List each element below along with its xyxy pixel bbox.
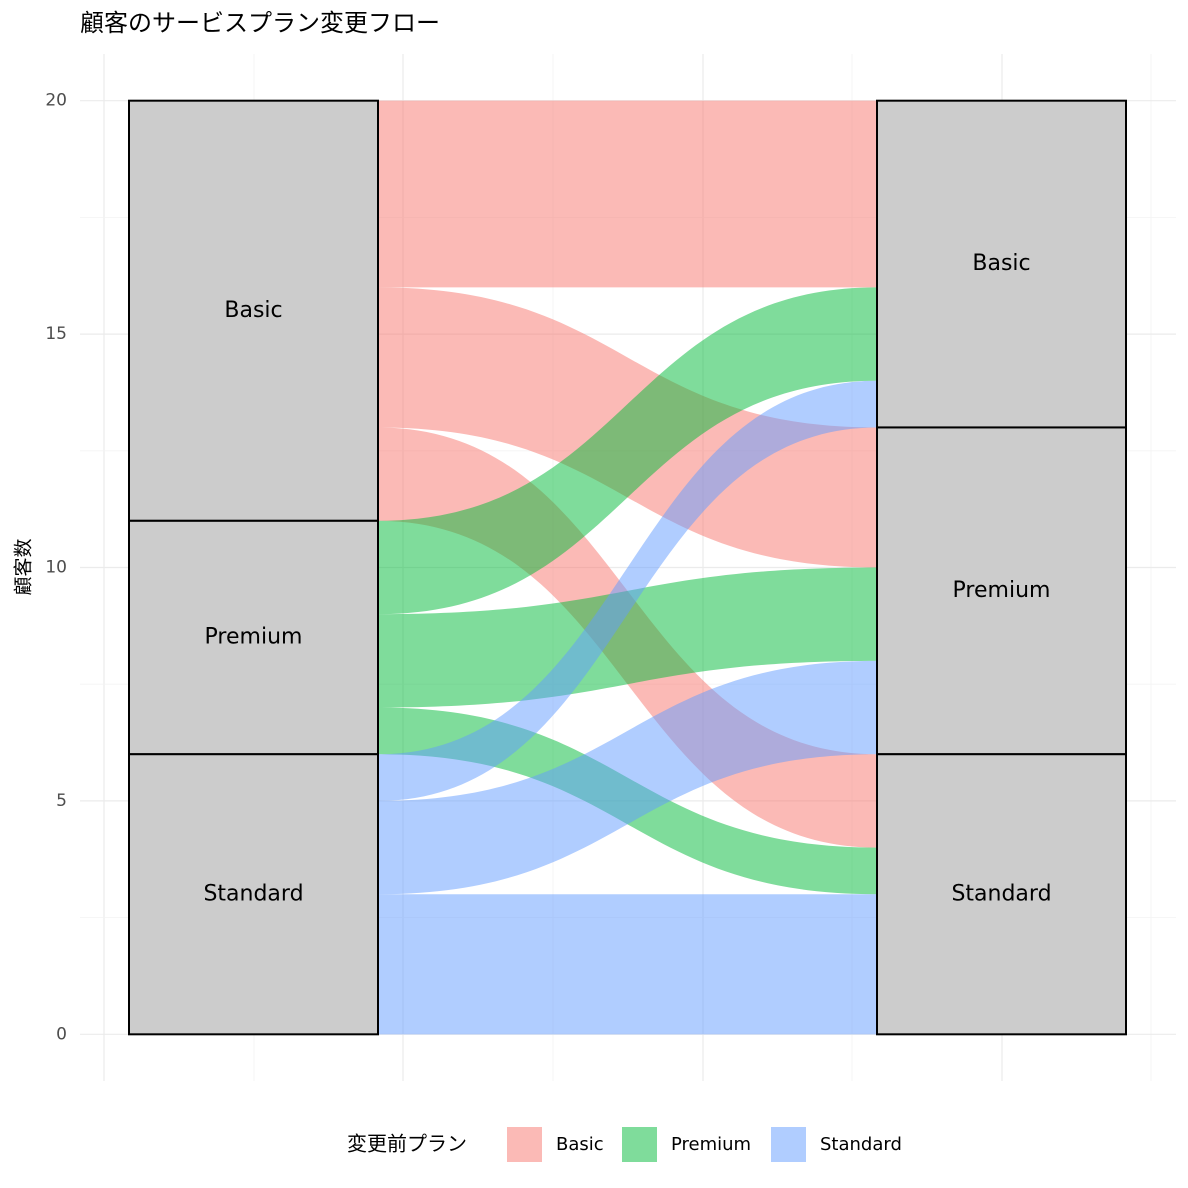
stratum bbox=[128, 519, 379, 756]
legend-key bbox=[622, 1127, 657, 1162]
y-axis-label: 顧客数 bbox=[13, 538, 35, 595]
stratum-label: Standard bbox=[203, 881, 303, 906]
y-tick-label: 5 bbox=[56, 791, 67, 811]
stratum bbox=[128, 753, 379, 1036]
legend-label: Standard bbox=[820, 1134, 902, 1155]
legend-title: 変更前プラン bbox=[347, 1132, 467, 1156]
stratum-label: Premium bbox=[953, 578, 1051, 603]
legend-label: Premium bbox=[671, 1134, 751, 1155]
stratum-label: Premium bbox=[205, 625, 303, 650]
chart-title: 顧客のサービスプラン変更フロー bbox=[80, 9, 440, 37]
stratum-label: Basic bbox=[972, 251, 1030, 276]
y-tick-label: 20 bbox=[45, 91, 67, 111]
legend-label: Basic bbox=[556, 1134, 604, 1155]
flow bbox=[378, 567, 877, 708]
stratum-label: Basic bbox=[224, 298, 282, 323]
flow bbox=[378, 660, 877, 895]
stratum-label: Standard bbox=[951, 881, 1051, 906]
stratum bbox=[128, 99, 379, 522]
y-tick-label: 10 bbox=[45, 558, 67, 578]
legend-key bbox=[507, 1127, 542, 1162]
stratum bbox=[876, 99, 1127, 429]
stratum bbox=[876, 753, 1127, 1036]
y-tick-label: 15 bbox=[45, 324, 67, 344]
flow bbox=[378, 380, 877, 801]
flow bbox=[378, 100, 877, 288]
y-tick-label: 0 bbox=[56, 1024, 67, 1044]
flow bbox=[378, 287, 877, 615]
legend-key bbox=[771, 1127, 806, 1162]
flow bbox=[378, 894, 877, 1035]
